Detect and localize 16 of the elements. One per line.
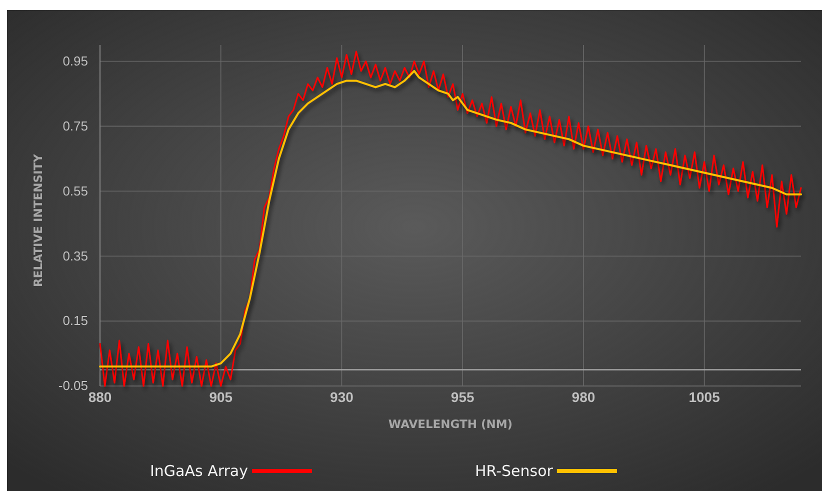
y-tick-label: 0.55: [62, 183, 88, 198]
x-tick-label: 980: [572, 388, 596, 405]
x-tick-label: 880: [88, 388, 112, 405]
x-axis-title: WAVELENGTH (NM): [388, 417, 513, 431]
x-tick-label: 1005: [688, 388, 720, 405]
x-tick-label: 905: [209, 388, 233, 405]
y-axis-title: RELATIVE INTENSITY: [31, 153, 45, 287]
y-tick-label: 0.15: [62, 313, 88, 328]
legend-label: HR-Sensor: [475, 462, 554, 480]
y-tick-label: 0.35: [62, 248, 88, 264]
y-tick-label: 0.75: [62, 118, 88, 134]
x-tick-label: 930: [330, 388, 354, 405]
x-tick-label: 955: [450, 388, 474, 405]
y-tick-label: 0.95: [62, 53, 88, 68]
y-tick-label: -0.05: [58, 378, 88, 394]
legend-label: InGaAs Array: [150, 462, 248, 480]
